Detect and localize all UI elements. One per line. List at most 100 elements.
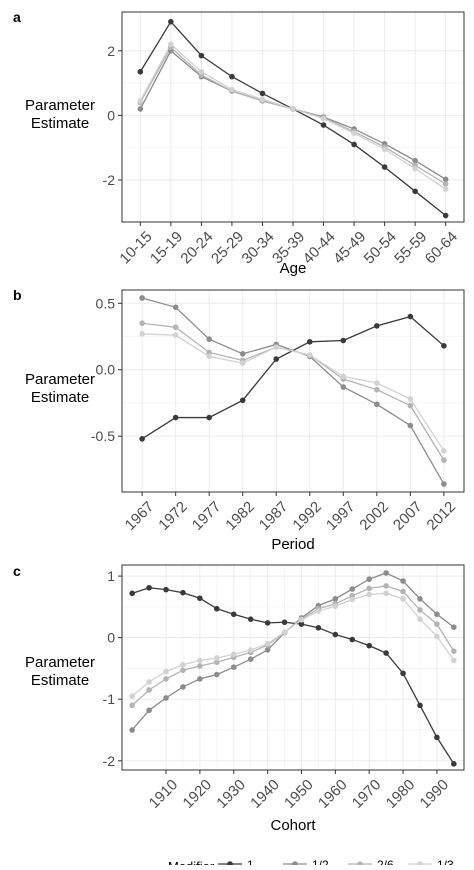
data-point [320,122,327,128]
data-point [163,586,169,593]
data-point [298,621,305,627]
data-point [180,661,186,668]
data-point [214,671,220,678]
data-point [332,596,339,602]
data-point [400,670,406,677]
data-point [383,650,389,656]
x-tick-label: 2002 [356,498,392,534]
series-line-1-3 [142,333,445,452]
data-point [139,320,145,327]
data-point [229,73,235,80]
data-point [441,481,447,487]
x-tick-label: 1940 [247,776,283,812]
x-tick-label: 2012 [424,498,460,534]
data-point [451,624,457,630]
panel-border [121,289,465,493]
x-tick-label: 1977 [189,498,225,534]
data-point [137,106,144,112]
x-tick-label: 1920 [180,776,216,812]
data-point [137,98,144,104]
y-tick-label: 0 [107,107,115,123]
data-point [434,621,440,627]
data-point [407,313,414,320]
data-point [229,86,235,93]
y-tick-label: -1 [103,691,116,707]
legend: Modifier 1 1/2 2/6 1/3 [168,858,454,870]
x-tick-label: 1982 [222,498,258,534]
data-point [247,616,254,622]
data-point [129,693,135,699]
y-axis-title-line1: Parameter [25,97,95,114]
panel-b: -0.50.00.5196719721977198219871992199720… [13,287,465,553]
data-point [412,165,418,172]
x-axis-title: Period [271,536,314,553]
data-point [442,212,449,219]
data-point [442,186,449,192]
data-point [451,657,457,664]
data-point [340,384,347,390]
data-point [332,603,339,610]
data-point [417,607,423,613]
x-tick-label: 45-49 [330,228,369,267]
x-tick-label: 1960 [315,776,351,812]
data-point [146,687,152,693]
panel-label: c [13,563,21,579]
legend-label: 1/3 [437,858,454,865]
data-point [366,576,372,582]
data-point [400,596,406,602]
data-point [168,18,174,25]
x-tick-label: 60-64 [422,228,461,267]
x-axis-title: Cohort [270,817,316,834]
x-tick-label: 1930 [213,776,249,812]
data-point [206,349,212,356]
data-point [137,68,144,75]
legend-key-point [227,861,233,867]
data-point [180,684,186,690]
x-tick-label: 10-15 [116,228,155,267]
data-point [172,304,179,311]
data-point [129,702,135,709]
data-point [230,664,237,670]
x-tick-label: 1980 [383,776,419,812]
legend-label: 1/2 [312,858,329,865]
data-point [306,339,313,345]
data-point [374,386,380,393]
data-point [230,611,237,618]
data-point [340,373,347,380]
data-point [374,323,380,329]
data-point [441,343,447,349]
data-point [374,380,380,386]
legend-key-point [292,861,298,867]
data-point [129,727,135,733]
data-point [451,761,457,767]
data-point [340,337,347,344]
data-point [451,648,457,654]
data-point [417,702,423,709]
data-point [273,344,280,350]
data-point [198,68,205,75]
data-point [247,656,254,662]
data-point [197,676,203,682]
data-point [172,332,179,338]
x-tick-label: 1950 [281,776,317,812]
data-point [306,352,313,358]
data-point [298,616,305,623]
data-point [239,397,246,404]
data-point [349,586,356,592]
y-tick-label: -2 [103,753,116,769]
data-point [214,605,220,612]
y-axis-title-line2: Estimate [31,115,89,132]
x-tick-label: 1992 [289,498,325,534]
data-point [197,595,203,602]
data-point [139,436,145,442]
data-point [441,457,447,463]
series-line-1 [131,587,455,765]
data-point [239,360,246,366]
data-point [412,188,418,195]
legend-label: 1 [247,858,254,865]
data-point [434,633,440,640]
data-point [163,695,169,701]
data-point [172,414,179,421]
legend-title: Modifier [168,859,215,865]
